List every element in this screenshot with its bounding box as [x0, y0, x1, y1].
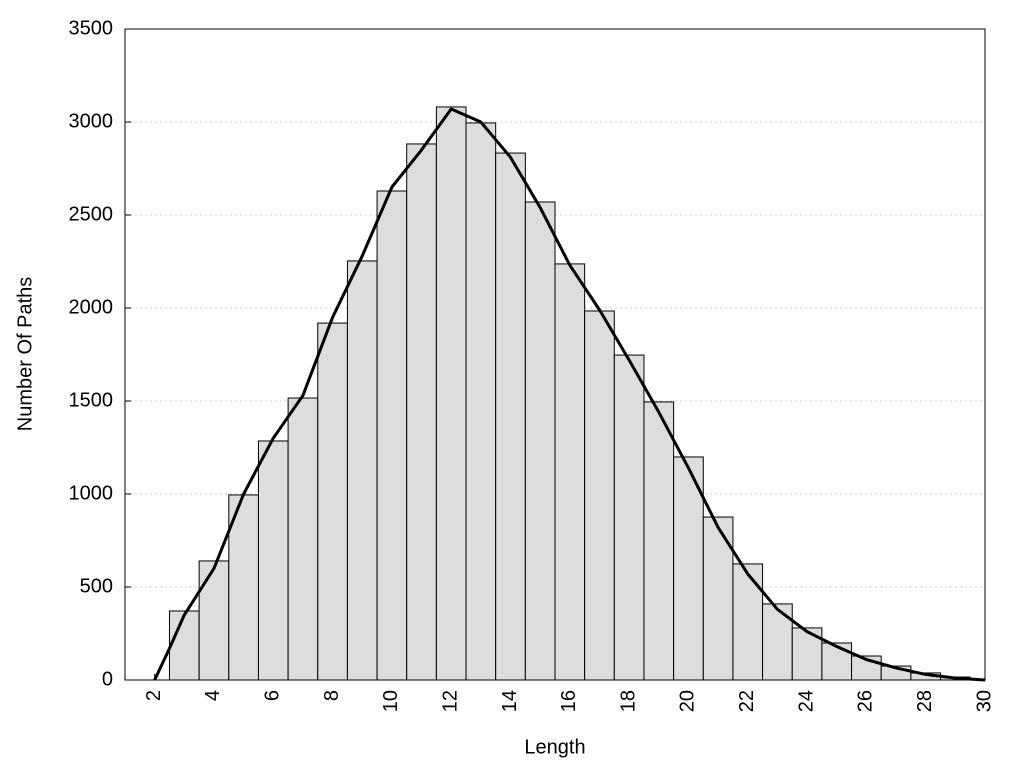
x-tick-label: 6 — [262, 690, 284, 701]
y-tick-label: 1500 — [69, 389, 114, 411]
bar — [346, 260, 378, 681]
bar — [643, 401, 675, 681]
bar — [287, 397, 319, 681]
x-tick-label: 20 — [677, 690, 699, 712]
y-tick-label: 2000 — [69, 296, 114, 318]
bar — [317, 322, 348, 681]
bar — [554, 263, 586, 681]
y-tick-label: 500 — [80, 575, 113, 597]
y-tick-label: 0 — [102, 668, 113, 690]
x-tick-label: 10 — [380, 690, 402, 712]
bar — [732, 563, 764, 681]
bar — [376, 190, 408, 681]
bar — [228, 494, 259, 681]
y-tick-label: 3500 — [69, 17, 114, 39]
bar — [613, 354, 645, 681]
x-tick-label: 28 — [914, 690, 936, 712]
x-axis-label: Length — [524, 736, 585, 758]
y-tick-label: 3000 — [69, 110, 114, 132]
bar — [198, 560, 230, 681]
bar — [406, 143, 437, 681]
x-tick-label: 2 — [143, 690, 165, 701]
bar — [821, 642, 853, 681]
bar — [465, 122, 497, 681]
x-tick-label: 22 — [736, 690, 758, 712]
x-tick-label: 12 — [439, 690, 461, 712]
x-tick-label: 8 — [321, 690, 343, 701]
x-tick-label: 26 — [855, 690, 877, 712]
bar — [257, 440, 289, 681]
bar — [495, 152, 526, 681]
x-tick-label: 16 — [558, 690, 580, 712]
bar — [673, 456, 704, 681]
x-tick-label: 4 — [202, 690, 224, 701]
y-axis-label: Number Of Paths — [14, 277, 36, 432]
x-tick-label: 18 — [617, 690, 639, 712]
x-tick-label: 24 — [795, 690, 817, 712]
y-tick-label: 1000 — [69, 482, 114, 504]
bar — [524, 201, 556, 681]
bar — [435, 106, 467, 681]
x-tick-label: 14 — [499, 690, 521, 712]
bar — [168, 610, 200, 681]
density-line — [153, 107, 986, 682]
plot-frame — [124, 28, 986, 681]
y-tick-label: 2500 — [69, 203, 114, 225]
bar — [584, 310, 615, 681]
x-tick-label: 30 — [973, 690, 995, 712]
